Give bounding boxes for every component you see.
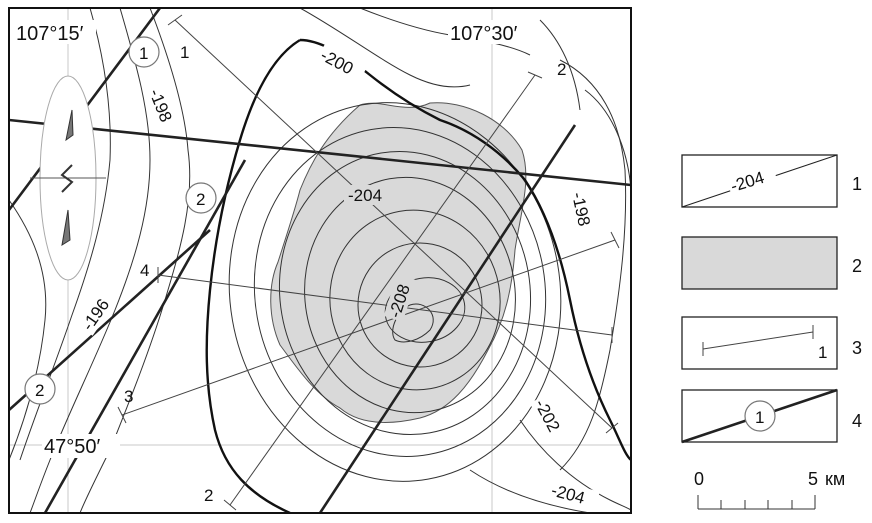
coord-lon-east: 107°30′ xyxy=(450,23,518,45)
svg-text:0: 0 xyxy=(694,469,704,489)
profile-labels: 1 2 4 3 2 xyxy=(124,43,566,505)
profiles xyxy=(117,14,620,511)
svg-text:-204: -204 xyxy=(348,186,382,205)
svg-text:2: 2 xyxy=(557,60,566,79)
map-border xyxy=(8,7,632,514)
svg-text:4: 4 xyxy=(140,261,149,280)
map-panel: 107°15′ 107°30′ 47°50′ -200 -198 -204 -1… xyxy=(8,7,632,514)
closed-contours xyxy=(228,102,562,482)
legend-item-anomaly: 2 xyxy=(681,236,862,290)
svg-text:-204: -204 xyxy=(549,481,587,508)
legend-item-contour: -204 1 xyxy=(681,154,862,208)
legend-num-2: 2 xyxy=(852,256,862,276)
svg-text:3: 3 xyxy=(124,387,133,406)
svg-text:-198: -198 xyxy=(145,86,175,125)
svg-text:2: 2 xyxy=(204,486,213,505)
svg-text:5: 5 xyxy=(808,469,818,489)
fault-labels: 1 2 2 xyxy=(24,36,217,405)
coord-lat: 47°50′ xyxy=(44,436,100,458)
svg-text:-198: -198 xyxy=(568,191,594,228)
legend-item-profile: 1 3 xyxy=(681,316,862,370)
svg-text:2: 2 xyxy=(35,381,44,400)
legend: -204 1 2 1 3 1 4 0 5 км xyxy=(681,154,862,510)
svg-text:1: 1 xyxy=(818,343,827,362)
svg-text:1: 1 xyxy=(139,44,148,63)
legend-num-4: 4 xyxy=(852,411,862,431)
coord-lon-west: 107°15′ xyxy=(16,23,84,45)
north-arrow-icon xyxy=(30,75,106,281)
legend-num-1: 1 xyxy=(852,174,862,194)
svg-text:км: км xyxy=(825,469,845,489)
legend-item-fault: 1 4 xyxy=(681,388,862,444)
legend-num-3: 3 xyxy=(852,338,862,358)
scale-bar: 0 5 км xyxy=(694,469,845,510)
svg-text:2: 2 xyxy=(196,190,205,209)
svg-text:1: 1 xyxy=(180,43,189,62)
contour-major-west xyxy=(205,38,301,513)
anomaly-area xyxy=(270,102,527,423)
svg-text:1: 1 xyxy=(755,408,764,427)
contour-major-200 xyxy=(299,38,631,461)
